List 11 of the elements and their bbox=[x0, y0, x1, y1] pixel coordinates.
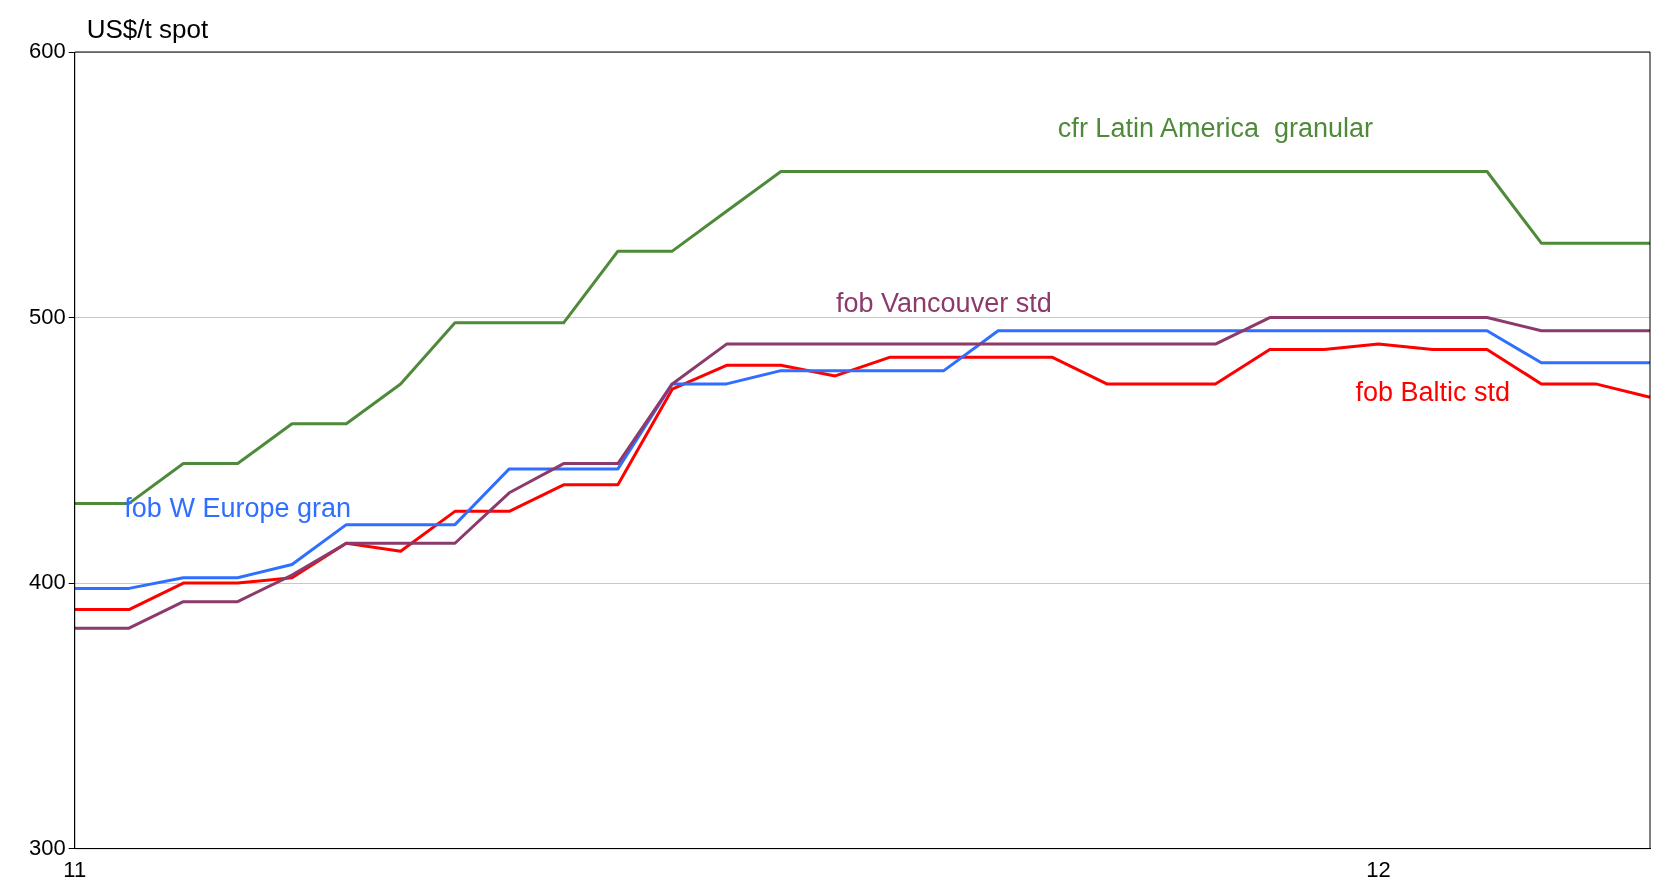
x-tick-label: 11 bbox=[63, 856, 87, 882]
y-tick-label: 400 bbox=[28, 569, 66, 595]
y-tick-label: 500 bbox=[28, 303, 66, 329]
y-tick-label: 600 bbox=[28, 38, 66, 64]
x-tick-label: 12 bbox=[1366, 856, 1391, 882]
series-label: cfr Latin America granular bbox=[1057, 113, 1374, 144]
series-label: fob Vancouver std bbox=[836, 288, 1052, 319]
series-label: fob Baltic std bbox=[1355, 377, 1511, 408]
series-label: fob W Europe gran bbox=[124, 492, 351, 523]
y-axis-title: US$/t spot bbox=[86, 14, 209, 45]
y-tick-label: 300 bbox=[28, 834, 66, 860]
